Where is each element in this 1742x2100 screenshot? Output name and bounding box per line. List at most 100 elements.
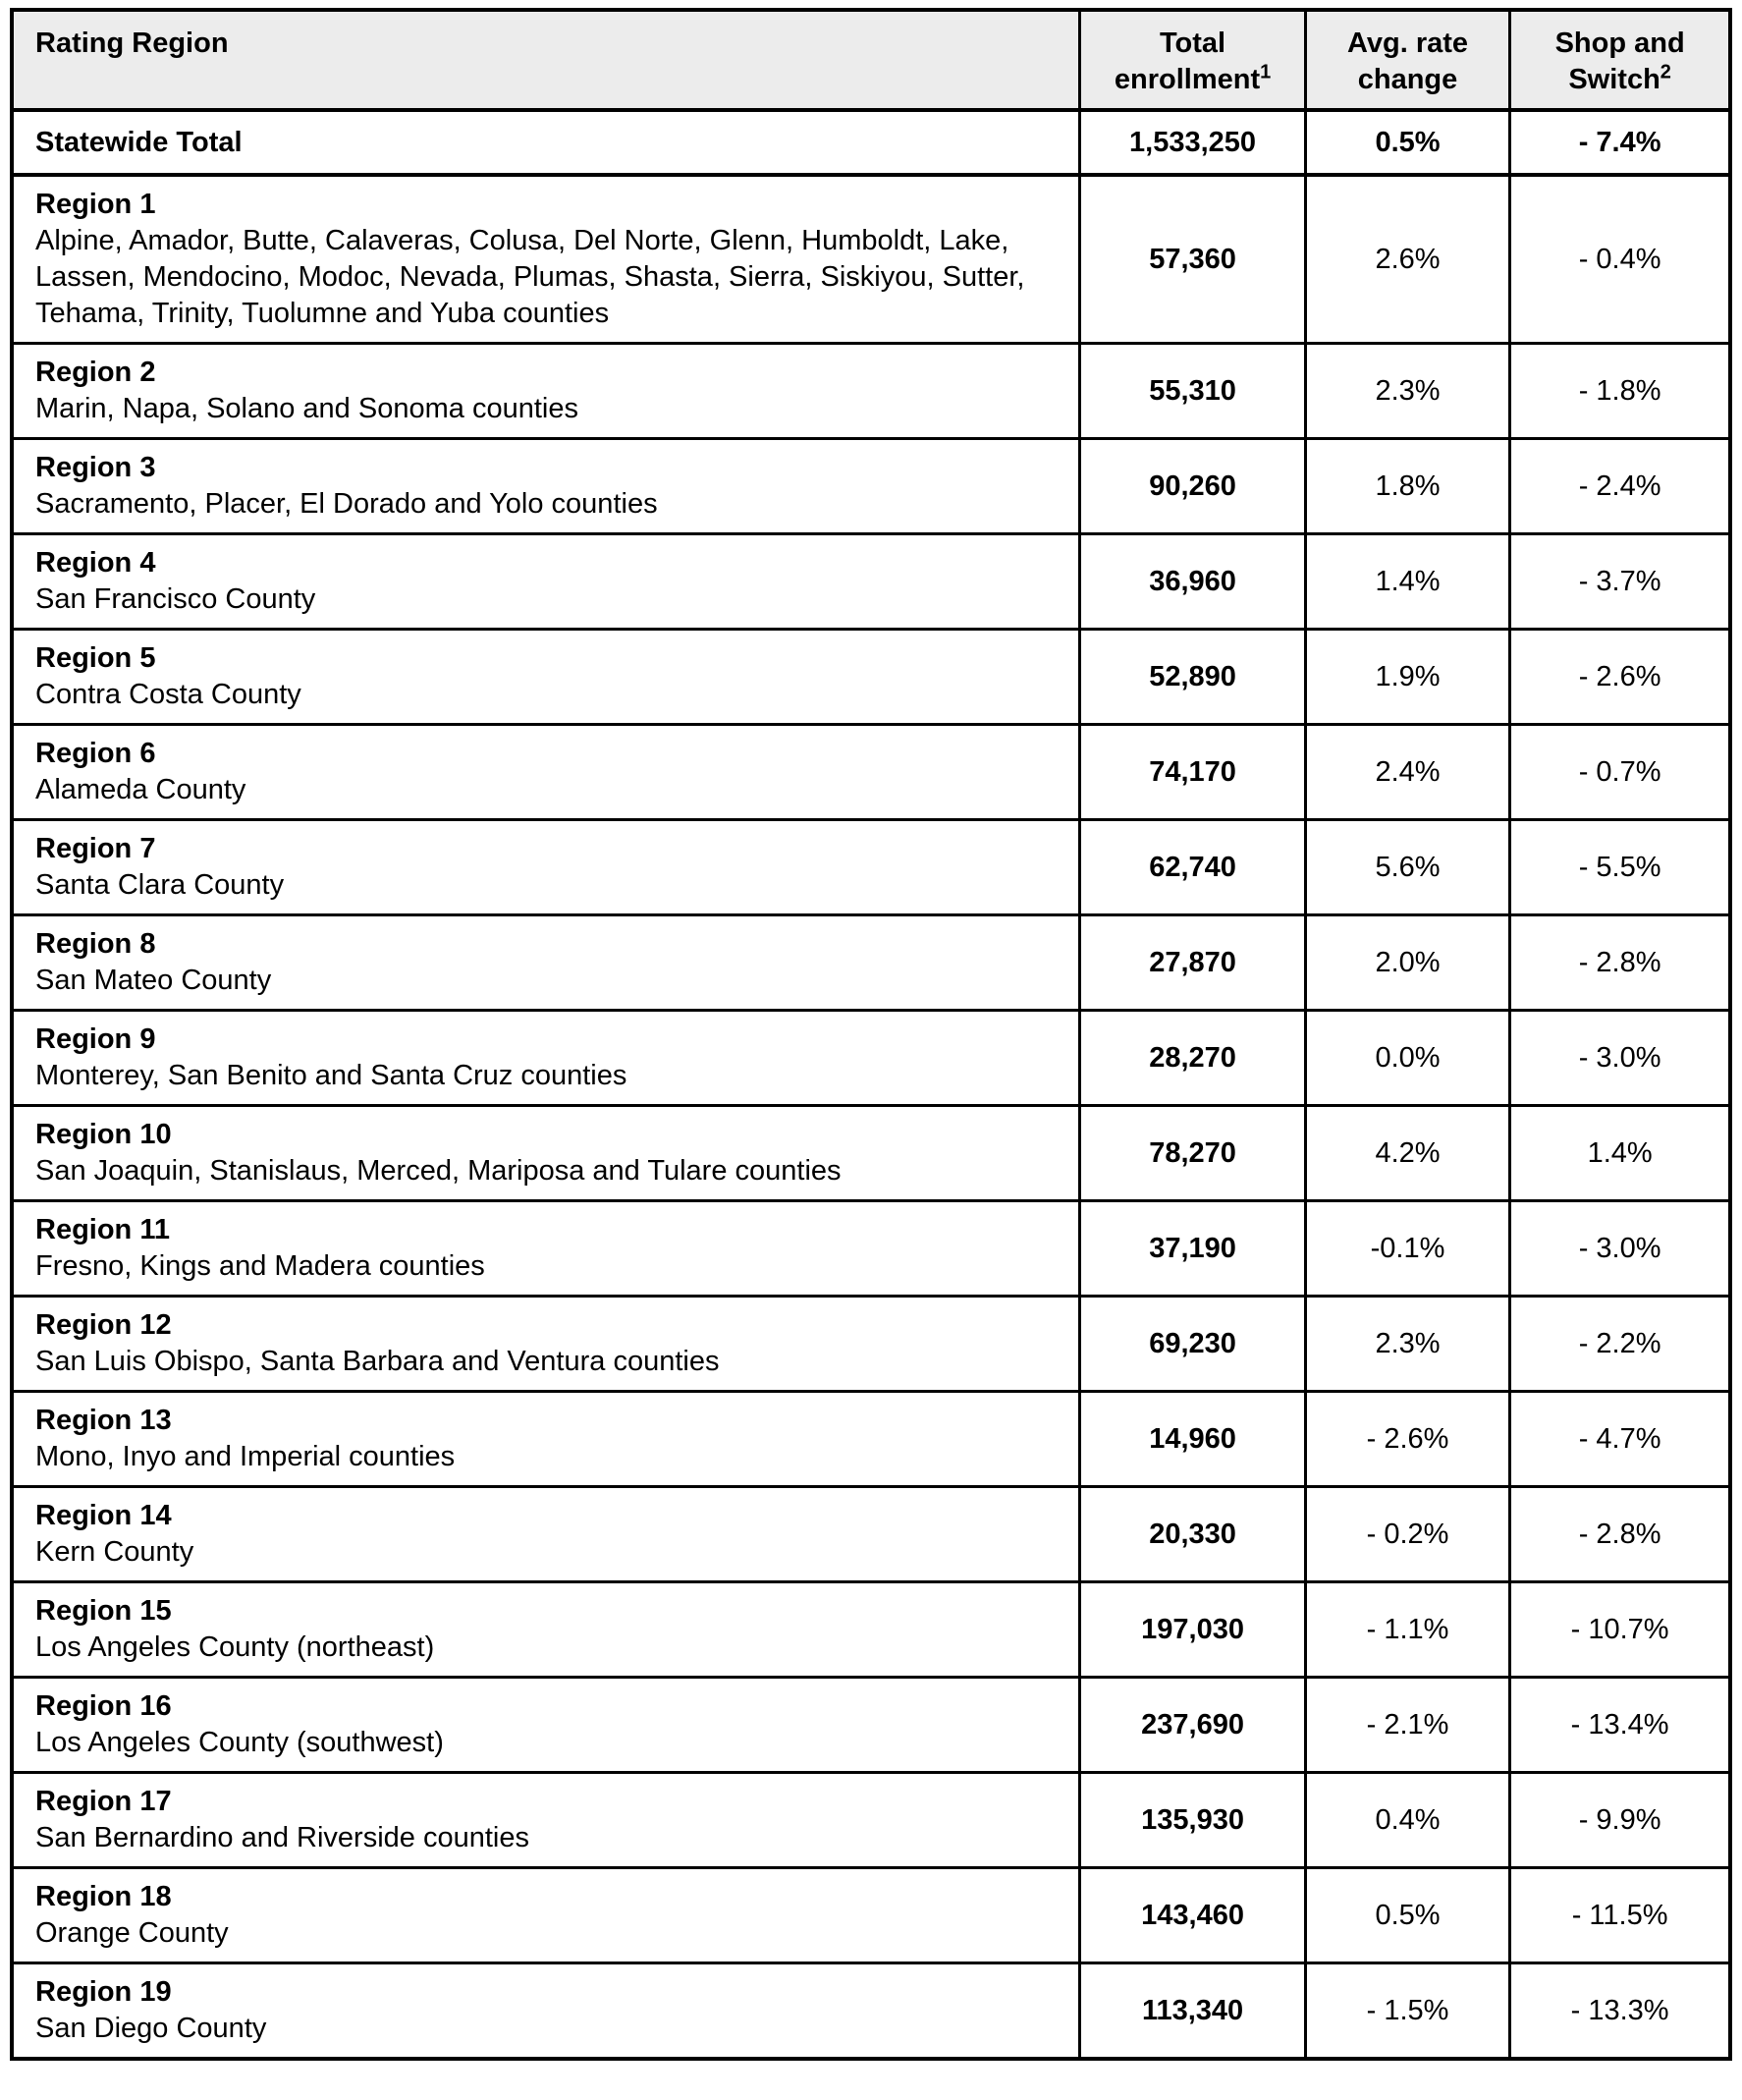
region-rate-change-cell: - 1.5% (1303, 1962, 1512, 2061)
region-rate-change-cell: 2.0% (1303, 913, 1512, 1012)
region-shop-switch-cell: - 13.3% (1508, 1962, 1732, 2061)
region-enrollment-cell: 14,960 (1078, 1390, 1307, 1488)
region-shop-switch-cell: - 2.8% (1508, 1485, 1732, 1583)
region-cell: Region 17 San Bernardino and Riverside c… (10, 1771, 1082, 1869)
region-cell: Region 14 Kern County (10, 1485, 1082, 1583)
region-rate-change-cell: 1.4% (1303, 532, 1512, 631)
rating-region-table: Rating Region Total enrollment1 Avg. rat… (10, 8, 1732, 2061)
region-cell: Region 2 Marin, Napa, Solano and Sonoma … (10, 342, 1082, 440)
region-shop-switch-cell: - 3.0% (1508, 1009, 1732, 1107)
region-shop-switch-cell: - 3.0% (1508, 1199, 1732, 1298)
region-enrollment-cell: 69,230 (1078, 1295, 1307, 1393)
region-counties: Los Angeles County (southwest) (35, 1727, 444, 1758)
region-shop-switch-cell: - 5.5% (1508, 818, 1732, 916)
header-rating-region: Rating Region (10, 8, 1082, 112)
region-counties: Alpine, Amador, Butte, Calaveras, Colusa… (35, 225, 1025, 329)
region-counties: Los Angeles County (northeast) (35, 1631, 435, 1663)
region-counties: Kern County (35, 1536, 194, 1568)
region-name: Region 1 (35, 189, 156, 220)
header-row: Rating Region Total enrollment1 Avg. rat… (10, 8, 1732, 112)
region-shop-switch-cell: - 13.4% (1508, 1676, 1732, 1774)
region-shop-switch-cell: - 0.4% (1508, 173, 1732, 345)
region-row: Region 8 San Mateo County 27,870 2.0% - … (10, 913, 1732, 1012)
region-counties: Mono, Inyo and Imperial counties (35, 1441, 456, 1472)
region-row: Region 7 Santa Clara County 62,740 5.6% … (10, 818, 1732, 916)
region-row: Region 16 Los Angeles County (southwest)… (10, 1676, 1732, 1774)
region-name: Region 2 (35, 357, 156, 388)
region-row: Region 3 Sacramento, Placer, El Dorado a… (10, 437, 1732, 535)
region-enrollment-cell: 62,740 (1078, 818, 1307, 916)
region-cell: Region 19 San Diego County (10, 1962, 1082, 2061)
region-enrollment-cell: 78,270 (1078, 1104, 1307, 1202)
region-enrollment-cell: 27,870 (1078, 913, 1307, 1012)
region-cell: Region 15 Los Angeles County (northeast) (10, 1580, 1082, 1679)
region-rate-change-cell: 0.4% (1303, 1771, 1512, 1869)
region-row: Region 2 Marin, Napa, Solano and Sonoma … (10, 342, 1732, 440)
region-shop-switch-cell: - 4.7% (1508, 1390, 1732, 1488)
region-cell: Region 4 San Francisco County (10, 532, 1082, 631)
region-name: Region 8 (35, 928, 156, 960)
region-counties: Orange County (35, 1917, 229, 1949)
header-total-enrollment-label: Total enrollment (1114, 28, 1261, 95)
region-shop-switch-cell: - 11.5% (1508, 1866, 1732, 1964)
region-row: Region 14 Kern County 20,330 - 0.2% - 2.… (10, 1485, 1732, 1583)
statewide-total-label: Statewide Total (35, 126, 243, 158)
region-cell: Region 12 San Luis Obispo, Santa Barbara… (10, 1295, 1082, 1393)
region-enrollment-cell: 74,170 (1078, 723, 1307, 821)
region-row: Region 17 San Bernardino and Riverside c… (10, 1771, 1732, 1869)
region-counties: Santa Clara County (35, 869, 285, 901)
region-name: Region 11 (35, 1214, 170, 1245)
region-counties: San Joaquin, Stanislaus, Merced, Maripos… (35, 1155, 842, 1187)
region-shop-switch-cell: - 9.9% (1508, 1771, 1732, 1869)
region-counties: Sacramento, Placer, El Dorado and Yolo c… (35, 488, 658, 520)
region-counties: Monterey, San Benito and Santa Cruz coun… (35, 1060, 627, 1091)
region-name: Region 14 (35, 1500, 172, 1531)
region-shop-switch-cell: - 0.7% (1508, 723, 1732, 821)
region-enrollment-cell: 113,340 (1078, 1962, 1307, 2061)
region-rate-change-cell: -0.1% (1303, 1199, 1512, 1298)
region-rate-change-cell: 4.2% (1303, 1104, 1512, 1202)
region-shop-switch-cell: - 3.7% (1508, 532, 1732, 631)
region-cell: Region 16 Los Angeles County (southwest) (10, 1676, 1082, 1774)
region-enrollment-cell: 197,030 (1078, 1580, 1307, 1679)
region-rate-change-cell: 2.3% (1303, 1295, 1512, 1393)
region-counties: Fresno, Kings and Madera counties (35, 1250, 485, 1282)
region-name: Region 12 (35, 1309, 172, 1341)
region-counties: Contra Costa County (35, 679, 301, 710)
region-cell: Region 3 Sacramento, Placer, El Dorado a… (10, 437, 1082, 535)
region-name: Region 15 (35, 1595, 172, 1627)
region-cell: Region 13 Mono, Inyo and Imperial counti… (10, 1390, 1082, 1488)
region-rate-change-cell: 1.8% (1303, 437, 1512, 535)
region-counties: San Bernardino and Riverside counties (35, 1822, 529, 1853)
region-enrollment-cell: 57,360 (1078, 173, 1307, 345)
enrollment-footnote-sup: 1 (1260, 61, 1272, 83)
region-name: Region 16 (35, 1690, 172, 1722)
statewide-total-label-cell: Statewide Total (10, 108, 1082, 177)
region-rate-change-cell: - 1.1% (1303, 1580, 1512, 1679)
region-enrollment-cell: 28,270 (1078, 1009, 1307, 1107)
region-cell: Region 7 Santa Clara County (10, 818, 1082, 916)
statewide-enrollment-cell: 1,533,250 (1078, 108, 1307, 177)
region-name: Region 13 (35, 1405, 172, 1436)
region-rate-change-cell: 0.0% (1303, 1009, 1512, 1107)
region-name: Region 3 (35, 452, 156, 483)
region-shop-switch-cell: 1.4% (1508, 1104, 1732, 1202)
region-shop-switch-cell: - 2.4% (1508, 437, 1732, 535)
region-row: Region 9 Monterey, San Benito and Santa … (10, 1009, 1732, 1107)
region-row: Region 1 Alpine, Amador, Butte, Calavera… (10, 173, 1732, 345)
region-enrollment-cell: 36,960 (1078, 532, 1307, 631)
region-name: Region 6 (35, 738, 156, 769)
header-shop-and-switch-label: Shop and Switch (1554, 28, 1685, 95)
region-rate-change-cell: 1.9% (1303, 628, 1512, 726)
region-shop-switch-cell: - 1.8% (1508, 342, 1732, 440)
region-name: Region 17 (35, 1786, 172, 1817)
region-shop-switch-cell: - 10.7% (1508, 1580, 1732, 1679)
region-enrollment-cell: 20,330 (1078, 1485, 1307, 1583)
region-cell: Region 9 Monterey, San Benito and Santa … (10, 1009, 1082, 1107)
region-cell: Region 10 San Joaquin, Stanislaus, Merce… (10, 1104, 1082, 1202)
region-row: Region 19 San Diego County 113,340 - 1.5… (10, 1962, 1732, 2061)
region-rate-change-cell: 2.3% (1303, 342, 1512, 440)
region-row: Region 12 San Luis Obispo, Santa Barbara… (10, 1295, 1732, 1393)
region-row: Region 5 Contra Costa County 52,890 1.9%… (10, 628, 1732, 726)
